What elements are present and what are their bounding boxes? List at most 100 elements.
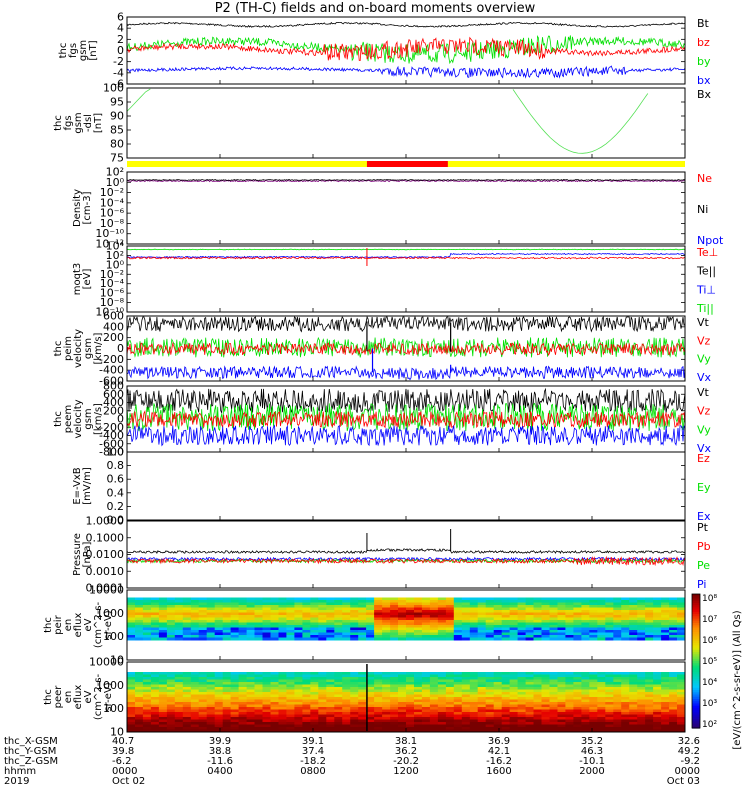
spectrogram-cell	[135, 600, 144, 603]
spectrogram-cell	[477, 612, 487, 616]
spectrogram-cell	[645, 617, 654, 621]
spectrogram-cell	[437, 632, 447, 636]
spectrogram-cell	[286, 674, 295, 678]
spectrogram-cell	[533, 727, 542, 730]
spectrogram-cell	[469, 602, 479, 606]
spectrogram-cell	[230, 627, 240, 631]
spectrogram-cell	[557, 600, 566, 603]
y-tick-label: 1000	[96, 679, 124, 692]
spectrogram-cell	[629, 729, 638, 733]
spectrogram-cell	[174, 630, 184, 633]
spectrogram-cell	[437, 699, 447, 703]
spectrogram-cell	[469, 729, 479, 733]
spectrogram-cell	[669, 724, 678, 728]
spectrogram-cell	[421, 689, 431, 693]
spectrogram-cell	[485, 684, 495, 688]
spectrogram-cell	[190, 637, 200, 641]
spectrogram-cell	[557, 707, 566, 710]
spectrogram-cell	[621, 679, 630, 683]
spectrogram-cell	[669, 627, 678, 631]
spectrogram-cell	[453, 602, 463, 606]
spectrogram-cell	[182, 635, 192, 638]
spectrogram-cell	[437, 630, 447, 633]
spectrogram-cell	[613, 600, 622, 603]
spectrogram-cell	[501, 674, 511, 678]
spectrogram-cell	[541, 615, 550, 618]
spectrogram-cell	[214, 694, 224, 698]
spectrogram-cell	[477, 689, 487, 693]
spectrogram-cell	[262, 627, 271, 631]
spectrogram-cell	[565, 714, 574, 718]
spectrogram-cell	[222, 724, 232, 728]
spectrogram-cell	[533, 602, 542, 606]
spectrogram-cell	[318, 722, 327, 725]
spectrogram-cell	[382, 637, 391, 641]
spectrogram-cell	[613, 620, 622, 623]
spectrogram-cell	[461, 724, 471, 728]
spectrogram-cell	[485, 622, 495, 626]
spectrogram-cell	[557, 687, 566, 690]
spectrogram-cell	[270, 689, 279, 693]
spectrogram-cell	[390, 682, 399, 685]
spectrogram-cell	[565, 692, 574, 695]
spectrogram-cell	[334, 704, 343, 708]
spectrogram-cell	[238, 684, 248, 688]
spectrogram-cell	[453, 709, 463, 713]
spectrogram-cell	[390, 687, 399, 690]
spectrogram-cell	[382, 709, 391, 713]
spectrogram-cell	[174, 602, 184, 606]
spectrogram-cell	[589, 697, 598, 700]
series-Pb	[126, 555, 686, 567]
spectrogram-cell	[565, 687, 574, 690]
spectrogram-cell	[493, 627, 503, 631]
spectrogram-cell	[469, 610, 479, 613]
spectrogram-cell	[669, 620, 678, 623]
spectrogram-cell	[334, 729, 343, 733]
spectrogram-cell	[485, 677, 495, 680]
spectrogram-cell	[222, 684, 232, 688]
spectrogram-cell	[613, 617, 622, 621]
spectrogram-cell	[398, 729, 407, 733]
spectrogram-cell	[677, 602, 686, 606]
spectrogram-cell	[182, 707, 192, 710]
spectrogram-cell	[677, 597, 686, 601]
spectrogram-cell	[597, 625, 606, 628]
spectrogram-cell	[246, 677, 256, 680]
spectrogram-cell	[166, 729, 176, 733]
spectrogram-cell	[127, 674, 136, 678]
spectrogram-cell	[238, 630, 248, 633]
spectrogram-cell	[166, 679, 176, 683]
spectrogram-cell	[358, 709, 367, 713]
series-Bx	[512, 89, 649, 154]
spectrogram-cell	[677, 699, 686, 703]
spectrogram-cell	[429, 627, 439, 631]
spectrogram-cell	[190, 612, 200, 616]
spectrogram-cell	[429, 717, 439, 720]
spectrogram-cell	[198, 714, 208, 718]
spectrogram-cell	[429, 620, 439, 623]
spectrogram-cell	[342, 672, 351, 675]
spectrogram-cell	[621, 727, 630, 730]
spectrogram-cell	[398, 717, 407, 720]
spectrogram-cell	[517, 637, 527, 641]
spectrogram-cell	[294, 699, 303, 703]
spectrogram-cell	[358, 679, 367, 683]
series-Vt	[126, 315, 686, 333]
spectrogram-cell	[629, 597, 638, 601]
y-tick-label: 1.0	[107, 446, 125, 459]
spectrogram-cell	[549, 689, 558, 693]
spectrogram-cell	[533, 597, 542, 601]
series-Ne	[126, 179, 685, 183]
spectrogram-cell	[214, 635, 224, 638]
spectrogram-cell	[326, 615, 335, 618]
spectrogram-cell	[581, 607, 590, 611]
legend-Ey: Ey	[697, 481, 711, 494]
spectrogram-cell	[541, 625, 550, 628]
spectrogram-cell	[613, 697, 622, 700]
spectrogram-cell	[437, 682, 447, 685]
spectrogram-cell	[302, 682, 311, 685]
spectrogram-cell	[294, 697, 303, 700]
spectrogram-cell	[238, 620, 248, 623]
spectrogram-cell	[565, 727, 574, 730]
spectrogram-cell	[198, 630, 208, 633]
